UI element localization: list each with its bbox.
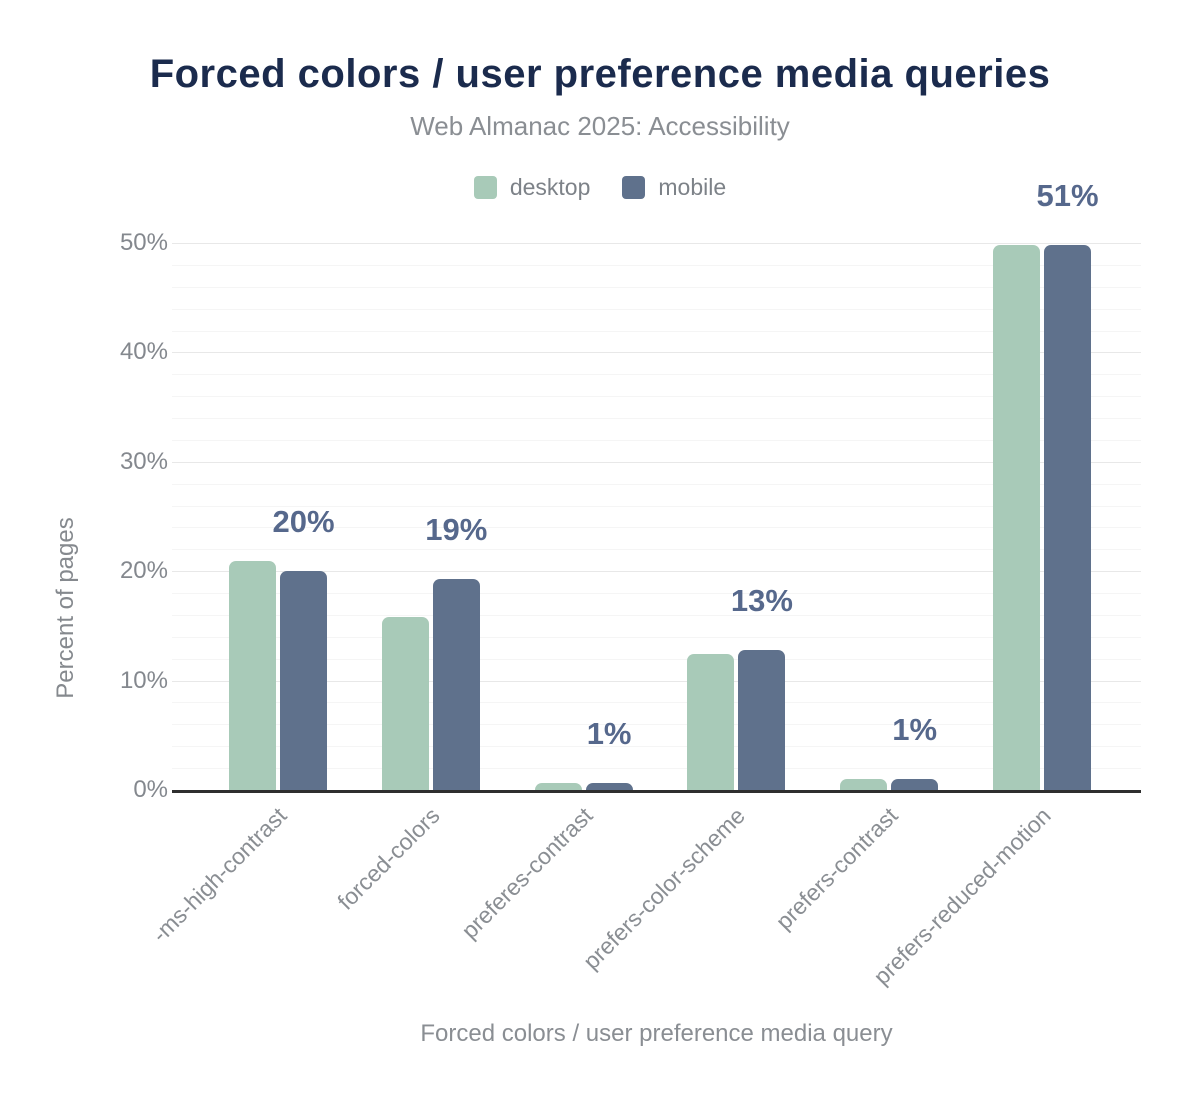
- value-label: 13%: [730, 582, 793, 618]
- bar-mobile--ms-high-contrast[interactable]: [280, 571, 327, 790]
- gridline-minor: [172, 724, 1141, 726]
- value-label: 1%: [892, 712, 938, 748]
- y-tick-label: 50%: [119, 229, 168, 256]
- value-label: 19%: [425, 511, 488, 547]
- bar-mobile-preferes-contrast[interactable]: [585, 783, 633, 790]
- x-tick-label: -ms-high-contrast: [146, 802, 292, 948]
- gridline-minor: [172, 636, 1141, 638]
- bar-mobile-prefers-contrast[interactable]: [891, 779, 939, 790]
- bar-desktop-preferes-contrast[interactable]: [534, 783, 582, 790]
- gridline-minor: [172, 286, 1141, 288]
- legend-item-mobile[interactable]: mobile: [622, 174, 726, 201]
- desktop-swatch-icon: [473, 175, 497, 199]
- mobile-swatch-icon: [622, 175, 646, 199]
- gridline-minor: [172, 505, 1141, 507]
- y-tick-label: 40%: [119, 338, 168, 366]
- value-label: 20%: [272, 504, 335, 540]
- x-tick-label: prefers-color-scheme: [578, 802, 751, 975]
- gridline-major: [172, 571, 1141, 573]
- legend-label-desktop: desktop: [509, 173, 591, 200]
- gridline-minor: [172, 330, 1141, 332]
- legend-label-mobile: mobile: [658, 173, 727, 200]
- plot-area: 20% 19% 1% 13% 1% 51%: [172, 180, 1141, 793]
- gridline-major: [172, 461, 1141, 463]
- gridline-major: [172, 243, 1141, 244]
- gridline-minor: [172, 702, 1141, 704]
- value-label: 1%: [586, 716, 632, 752]
- x-axis-title: Forced colors / user preference media qu…: [420, 1020, 893, 1047]
- bar-mobile-prefers-color-scheme[interactable]: [738, 649, 786, 790]
- gridline-minor: [172, 549, 1141, 551]
- gridline-minor: [172, 593, 1141, 595]
- gridline-minor: [172, 614, 1141, 616]
- x-tick-label: prefers-contrast: [770, 802, 903, 935]
- x-tick-label: forced-colors: [332, 802, 445, 915]
- gridline-minor: [172, 658, 1141, 660]
- gridline-minor: [172, 768, 1141, 770]
- gridline-minor: [172, 527, 1141, 529]
- value-label: 51%: [1036, 178, 1099, 214]
- bar-desktop-forced-colors[interactable]: [381, 617, 429, 790]
- y-tick-label: 30%: [119, 447, 168, 475]
- y-tick-label: 20%: [119, 557, 168, 585]
- gridline-minor: [172, 374, 1141, 376]
- gridline-minor: [172, 483, 1141, 485]
- x-tick-label: preferes-contrast: [455, 802, 598, 944]
- bar-desktop--ms-high-contrast[interactable]: [229, 561, 276, 790]
- gridline-minor: [172, 439, 1141, 441]
- chart-subtitle: Web Almanac 2025: Accessibility: [410, 111, 790, 141]
- legend: desktop mobile: [0, 173, 1200, 201]
- bar-mobile-prefers-reduced-motion[interactable]: [1044, 245, 1091, 790]
- bar-desktop-prefers-color-scheme[interactable]: [687, 654, 735, 790]
- bar-desktop-prefers-contrast[interactable]: [840, 779, 888, 790]
- chart-title: Forced colors / user preference media qu…: [149, 52, 1051, 96]
- gridline-major: [172, 680, 1141, 682]
- bar-desktop-prefers-reduced-motion[interactable]: [993, 245, 1040, 790]
- gridline-minor: [172, 746, 1141, 748]
- y-tick-label: 0%: [133, 776, 168, 803]
- gridline-minor: [172, 308, 1141, 310]
- bar-mobile-forced-colors[interactable]: [432, 578, 480, 790]
- x-tick-label: prefers-reduced-motion: [868, 802, 1056, 990]
- gridline-minor: [172, 264, 1141, 266]
- gridline-minor: [172, 418, 1141, 420]
- legend-item-desktop[interactable]: desktop: [473, 173, 591, 201]
- gridline-minor: [172, 396, 1141, 398]
- gridline-major: [172, 352, 1141, 354]
- y-tick-label: 10%: [119, 666, 168, 694]
